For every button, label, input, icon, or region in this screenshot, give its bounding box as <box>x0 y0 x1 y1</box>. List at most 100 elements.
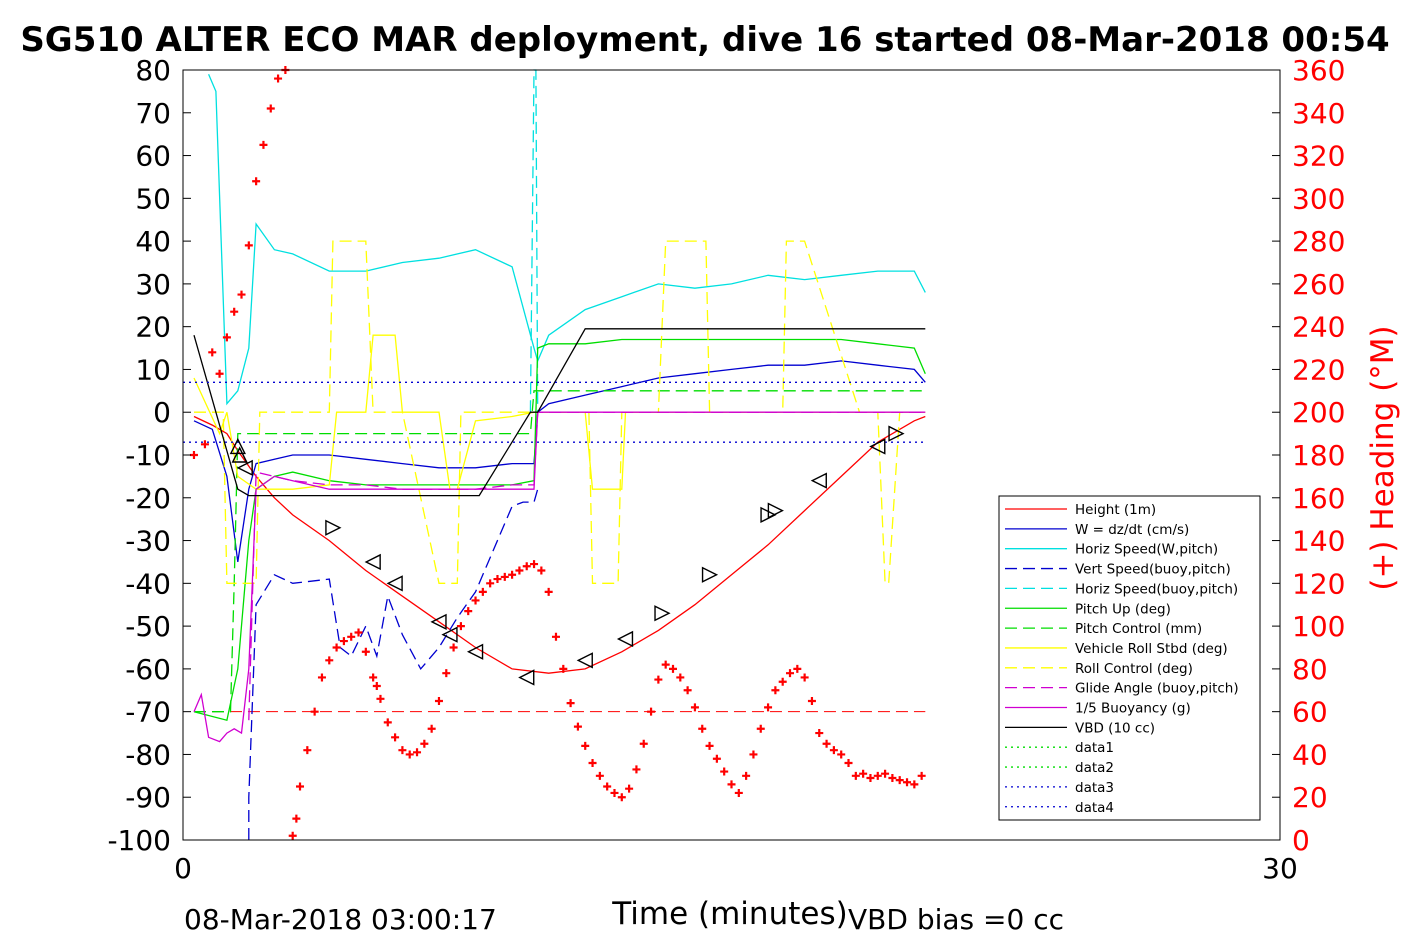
heading-point <box>888 773 897 782</box>
footer-vbd-bias: VBD bias =0 cc <box>848 903 1064 936</box>
y-left-tick-label: 80 <box>135 54 171 87</box>
y-right-tick-label: 320 <box>1292 140 1345 173</box>
heading-point <box>310 707 319 716</box>
heading-point <box>200 440 209 449</box>
triangle-marker <box>325 519 342 536</box>
heading-point <box>464 607 473 616</box>
heading-point <box>654 675 663 684</box>
triangle-marker <box>236 459 253 476</box>
triangle-marker <box>701 566 719 583</box>
heading-point <box>683 686 692 695</box>
legend-label: Glide Angle (buoy,pitch) <box>1075 681 1239 697</box>
y-right-tick-label: 240 <box>1292 311 1345 344</box>
y-right-tick-label: 160 <box>1292 482 1345 515</box>
y-left-tick-label: -70 <box>125 696 171 729</box>
y-right-tick-label: 100 <box>1292 610 1345 643</box>
series-line-9 <box>194 240 926 584</box>
heading-point <box>573 722 582 731</box>
heading-point <box>354 628 363 637</box>
heading-point <box>647 707 656 716</box>
y-right-tick-label: 280 <box>1292 225 1345 258</box>
x-axis-label: Time (minutes) <box>611 896 847 932</box>
heading-point <box>398 746 407 755</box>
heading-point <box>449 643 458 652</box>
heading-point <box>837 750 846 759</box>
heading-point <box>588 759 597 767</box>
legend-label: Vert Speed(buoy,pitch) <box>1075 562 1231 578</box>
series-line-5 <box>529 69 542 413</box>
y-left-tick-label: 20 <box>135 311 171 344</box>
y-right-tick-label: 140 <box>1292 525 1345 558</box>
heading-point <box>339 637 348 646</box>
y-left-tick-label: 10 <box>135 353 171 386</box>
heading-point <box>617 793 626 802</box>
heading-point <box>742 771 751 780</box>
heading-point <box>500 572 509 581</box>
heading-point <box>551 632 560 641</box>
heading-point <box>581 741 590 750</box>
heading-point <box>712 754 721 763</box>
triangle-marker <box>616 630 634 648</box>
heading-point <box>829 746 838 755</box>
heading-point <box>676 673 685 682</box>
y-right-tick-label: 340 <box>1292 97 1345 130</box>
series-line-2 <box>193 360 926 562</box>
heading-point <box>372 682 381 690</box>
legend-box <box>998 495 1261 821</box>
y-left-tick-label: -100 <box>107 824 171 857</box>
triangle-marker <box>430 613 447 630</box>
heading-point <box>851 771 860 780</box>
y-axis-right-label: (+) Heading (°M) <box>1365 325 1401 590</box>
legend-label: data2 <box>1075 760 1114 776</box>
heading-point <box>391 733 400 742</box>
heading-point <box>222 333 231 342</box>
heading-point <box>910 780 919 789</box>
x-axis: 0 30 <box>174 832 1298 885</box>
triangle-marker <box>810 472 827 489</box>
heading-point <box>698 724 707 733</box>
y-right-tick-label: 80 <box>1292 653 1328 686</box>
heading-point <box>881 769 890 778</box>
chart-title: SG510 ALTER ECO MAR deployment, dive 16 … <box>20 20 1389 60</box>
heading-point <box>603 782 612 791</box>
y-right-tick-label: 40 <box>1292 738 1328 771</box>
heading-point <box>317 673 326 682</box>
triangle-marker <box>386 575 403 592</box>
heading-point <box>807 696 816 705</box>
triangle-marker <box>441 626 458 643</box>
heading-point <box>303 746 312 755</box>
heading-point <box>625 784 634 793</box>
heading-point <box>559 664 568 673</box>
legend: Height (1m) W = dz/dt (cm/s) Horiz Speed(W… <box>998 495 1261 821</box>
y-left-tick-label: -60 <box>125 653 171 686</box>
series-line-3 <box>208 74 926 406</box>
heading-point <box>764 703 773 712</box>
series-line-11 <box>193 411 926 743</box>
x-tick-label: 0 <box>174 852 192 885</box>
heading-point <box>756 724 765 733</box>
heading-point <box>705 741 714 750</box>
legend-label: data4 <box>1075 800 1114 816</box>
footer-timestamp: 08-Mar-2018 03:00:17 <box>184 903 497 936</box>
heading-point <box>434 696 443 705</box>
heading-point <box>215 369 224 378</box>
series-line-4 <box>248 489 539 840</box>
heading-point <box>771 686 780 695</box>
heading-point <box>632 765 641 774</box>
marker-layer <box>229 425 905 686</box>
heading-point <box>442 669 451 678</box>
heading-point <box>786 669 795 678</box>
heading-point <box>690 703 699 712</box>
triangle-marker <box>466 643 484 660</box>
triangle-marker <box>231 446 248 463</box>
y-right-tick-label: 360 <box>1292 54 1345 87</box>
heading-point <box>873 771 882 780</box>
series-line-10 <box>248 411 926 721</box>
legend-label: Horiz Speed(W,pitch) <box>1075 542 1218 558</box>
y-right-tick-label: 0 <box>1292 824 1310 857</box>
heading-point <box>369 673 378 682</box>
heading-point <box>332 643 341 652</box>
heading-point <box>815 729 824 738</box>
heading-point <box>325 656 334 665</box>
y-left-tick-label: -10 <box>125 439 171 472</box>
